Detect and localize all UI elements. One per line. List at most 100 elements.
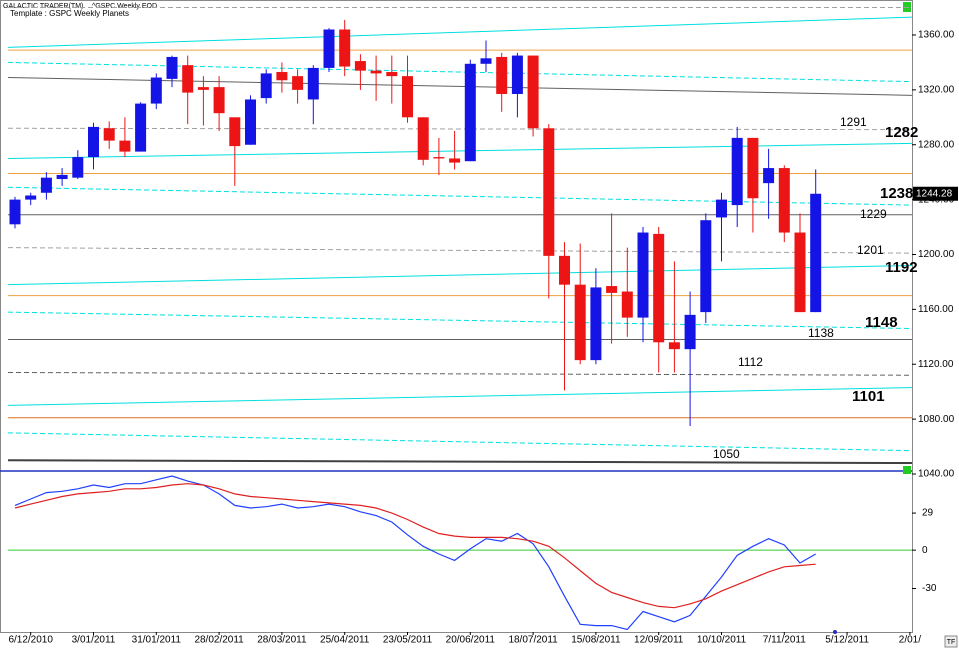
candle-body bbox=[637, 232, 649, 318]
candle-body bbox=[88, 126, 99, 158]
candle-body bbox=[417, 117, 429, 160]
candle-body bbox=[464, 63, 476, 162]
level-label: 1282 bbox=[885, 124, 918, 141]
candle-body bbox=[559, 255, 570, 285]
candle-body bbox=[668, 342, 680, 350]
x-tick-label: 28/03/2011 bbox=[257, 635, 307, 646]
candle-body bbox=[260, 73, 272, 99]
level-label: 1238 bbox=[880, 185, 913, 202]
x-tick-label: 3/01/2011 bbox=[72, 635, 116, 646]
candle-body bbox=[25, 195, 37, 200]
y-tick-label: 0 bbox=[922, 545, 928, 556]
planet-line bbox=[7, 371, 913, 376]
planet-line bbox=[7, 16, 913, 48]
y-tick-label: 1080.00 bbox=[918, 414, 955, 425]
y-tick-label: -30 bbox=[922, 583, 937, 594]
candle-body bbox=[197, 87, 209, 90]
level-label: 1138 bbox=[808, 326, 834, 340]
planet-line bbox=[7, 459, 913, 465]
planet-line bbox=[7, 311, 913, 330]
indicator-line bbox=[14, 475, 816, 631]
candle-body bbox=[119, 140, 131, 152]
candle-body bbox=[245, 99, 256, 145]
x-tick-label: 6/12/2010 bbox=[8, 635, 53, 646]
candle-body bbox=[621, 291, 633, 318]
candle-body bbox=[9, 199, 21, 225]
candle-body bbox=[56, 174, 68, 180]
candle-body bbox=[166, 56, 178, 79]
last-price-label: 1244.28 bbox=[916, 188, 953, 199]
x-tick-label: 25/04/2011 bbox=[320, 635, 370, 646]
candle-body bbox=[496, 56, 508, 94]
candle-body bbox=[433, 157, 445, 159]
candle-body bbox=[574, 284, 586, 361]
candle-body bbox=[606, 286, 618, 293]
candle-body bbox=[763, 168, 775, 184]
candle-body bbox=[40, 177, 52, 193]
candle-body bbox=[810, 193, 822, 313]
candle-body bbox=[543, 128, 555, 256]
planet-line bbox=[7, 61, 913, 83]
tf-button[interactable] bbox=[944, 635, 958, 648]
x-tick-label: 23/05/2011 bbox=[383, 635, 433, 646]
x-tick-label: 2/01/ bbox=[899, 635, 921, 646]
candle-body bbox=[307, 67, 319, 100]
level-label: 1101 bbox=[852, 388, 885, 405]
y-tick-label: 1120.00 bbox=[918, 359, 954, 370]
level-label: 1291 bbox=[840, 115, 867, 129]
x-tick-label: 10/10/2011 bbox=[697, 635, 747, 646]
plot-frame bbox=[0, 0, 913, 633]
candle-body bbox=[213, 87, 225, 114]
level-label: 1192 bbox=[885, 259, 918, 276]
x-tick-label: 15/08/2011 bbox=[571, 635, 621, 646]
subtitle: Template : GSPC Weekly Planets bbox=[10, 9, 129, 18]
candle-body bbox=[354, 61, 366, 71]
candle-body bbox=[292, 76, 304, 90]
candle-body bbox=[794, 232, 806, 313]
y-tick-label: 1040.00 bbox=[918, 469, 955, 480]
tf-label: TF bbox=[947, 639, 956, 646]
planet-line bbox=[7, 387, 913, 406]
candle-body bbox=[103, 128, 115, 141]
level-label: 1050 bbox=[713, 447, 740, 461]
candle-body bbox=[527, 55, 539, 129]
y-tick-label: 1320.00 bbox=[918, 85, 955, 96]
candle-body bbox=[150, 77, 162, 104]
x-tick-label: 12/09/2011 bbox=[634, 635, 684, 646]
y-tick-label: 1280.00 bbox=[918, 139, 955, 150]
x-tick-label: 28/02/2011 bbox=[194, 635, 244, 646]
candle-body bbox=[276, 72, 288, 81]
candle-body bbox=[778, 168, 790, 233]
candle-body bbox=[511, 55, 523, 94]
planet-line bbox=[7, 432, 913, 452]
planet-line bbox=[7, 127, 913, 131]
candle-body bbox=[731, 137, 743, 206]
corner-button[interactable] bbox=[903, 466, 911, 474]
candle-body bbox=[653, 233, 665, 343]
level-label: 1229 bbox=[860, 207, 887, 221]
x-tick-label: 18/07/2011 bbox=[508, 635, 558, 646]
candle-body bbox=[135, 103, 147, 152]
corner-button[interactable] bbox=[903, 2, 911, 12]
y-tick-label: 29 bbox=[922, 508, 934, 519]
candle-body bbox=[716, 199, 727, 218]
indicator-line bbox=[14, 483, 816, 609]
y-tick-label: 1360.00 bbox=[918, 30, 955, 41]
y-tick-label: 1160.00 bbox=[918, 304, 954, 315]
x-tick-label: 7/11/2011 bbox=[763, 635, 806, 646]
x-tick-label: 31/01/2011 bbox=[132, 635, 182, 646]
x-tick-label: 20/06/2011 bbox=[446, 635, 496, 646]
header: GALACTIC TRADER(TM) bbox=[3, 3, 83, 10]
candle-body bbox=[590, 287, 602, 361]
last-price-box bbox=[913, 186, 958, 201]
level-label: 1112 bbox=[738, 355, 763, 369]
candle-body bbox=[402, 76, 413, 118]
planet-line bbox=[7, 142, 913, 159]
candle-body bbox=[386, 72, 398, 77]
level-label: 1201 bbox=[857, 243, 884, 257]
candle-body bbox=[747, 137, 759, 199]
candle-body bbox=[72, 157, 84, 178]
x-tick-label: 5/12/2011 bbox=[825, 635, 869, 646]
